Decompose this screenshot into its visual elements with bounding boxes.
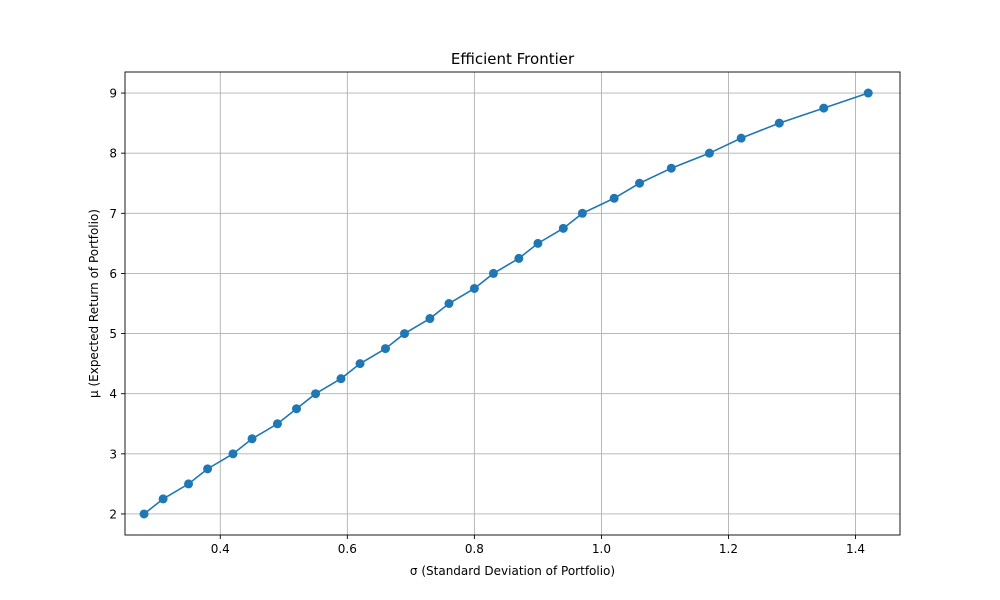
frontier-point: [184, 479, 194, 489]
frontier-point: [228, 449, 238, 459]
chart-title: Efficient Frontier: [451, 50, 575, 68]
x-tick-label: 0.6: [338, 542, 357, 556]
frontier-point: [863, 88, 873, 98]
x-tick-label: 0.4: [211, 542, 230, 556]
frontier-point: [488, 268, 498, 278]
plot-area: [125, 72, 900, 535]
frontier-point: [444, 299, 454, 308]
frontier-point: [635, 178, 645, 188]
x-tick-label: 1.2: [719, 542, 738, 556]
frontier-point: [336, 374, 346, 384]
frontier-point: [469, 283, 479, 293]
y-axis-title: μ (Expected Return of Portfolio): [87, 209, 101, 398]
frontier-point: [311, 389, 321, 399]
frontier-point: [355, 359, 365, 369]
frontier-point: [609, 193, 619, 203]
y-tick-label: 5: [109, 327, 117, 341]
frontier-point: [380, 344, 390, 354]
grid-layer: [125, 72, 900, 535]
frontier-point: [158, 494, 168, 504]
frontier-point: [139, 509, 149, 519]
frontier-point: [666, 163, 676, 173]
frontier-point: [736, 133, 746, 143]
y-tick-label: 2: [109, 507, 117, 521]
frontier-point: [558, 223, 568, 233]
y-tick-label: 9: [109, 87, 117, 101]
ticks-layer: 0.4 0.6 0.8 1.0 1.2 1.4 2 3 4 5 6 7 8 9: [109, 87, 865, 556]
frontier-point: [577, 208, 587, 218]
series-layer: [139, 88, 873, 519]
x-axis-title: σ (Standard Deviation of Portfolio): [410, 564, 615, 578]
y-tick-label: 7: [109, 207, 117, 221]
y-tick-label: 3: [109, 447, 117, 461]
frontier-point: [292, 404, 302, 414]
y-tick-label: 4: [109, 387, 117, 401]
frontier-point: [819, 103, 829, 113]
plot-frame: [124, 71, 901, 536]
frontier-point: [774, 118, 784, 128]
y-tick-label: 8: [109, 147, 117, 161]
frontier-point: [272, 419, 282, 429]
frontier-point: [704, 148, 714, 158]
frontier-point: [533, 238, 543, 248]
x-tick-label: 0.8: [465, 542, 484, 556]
x-tick-label: 1.0: [592, 542, 611, 556]
frontier-point: [247, 434, 257, 444]
frontier-point: [400, 329, 410, 339]
frontier-point: [514, 253, 524, 263]
x-tick-label: 1.4: [846, 542, 865, 556]
frontier-point: [425, 314, 435, 324]
y-tick-label: 6: [109, 267, 117, 281]
frontier-point: [203, 464, 213, 474]
